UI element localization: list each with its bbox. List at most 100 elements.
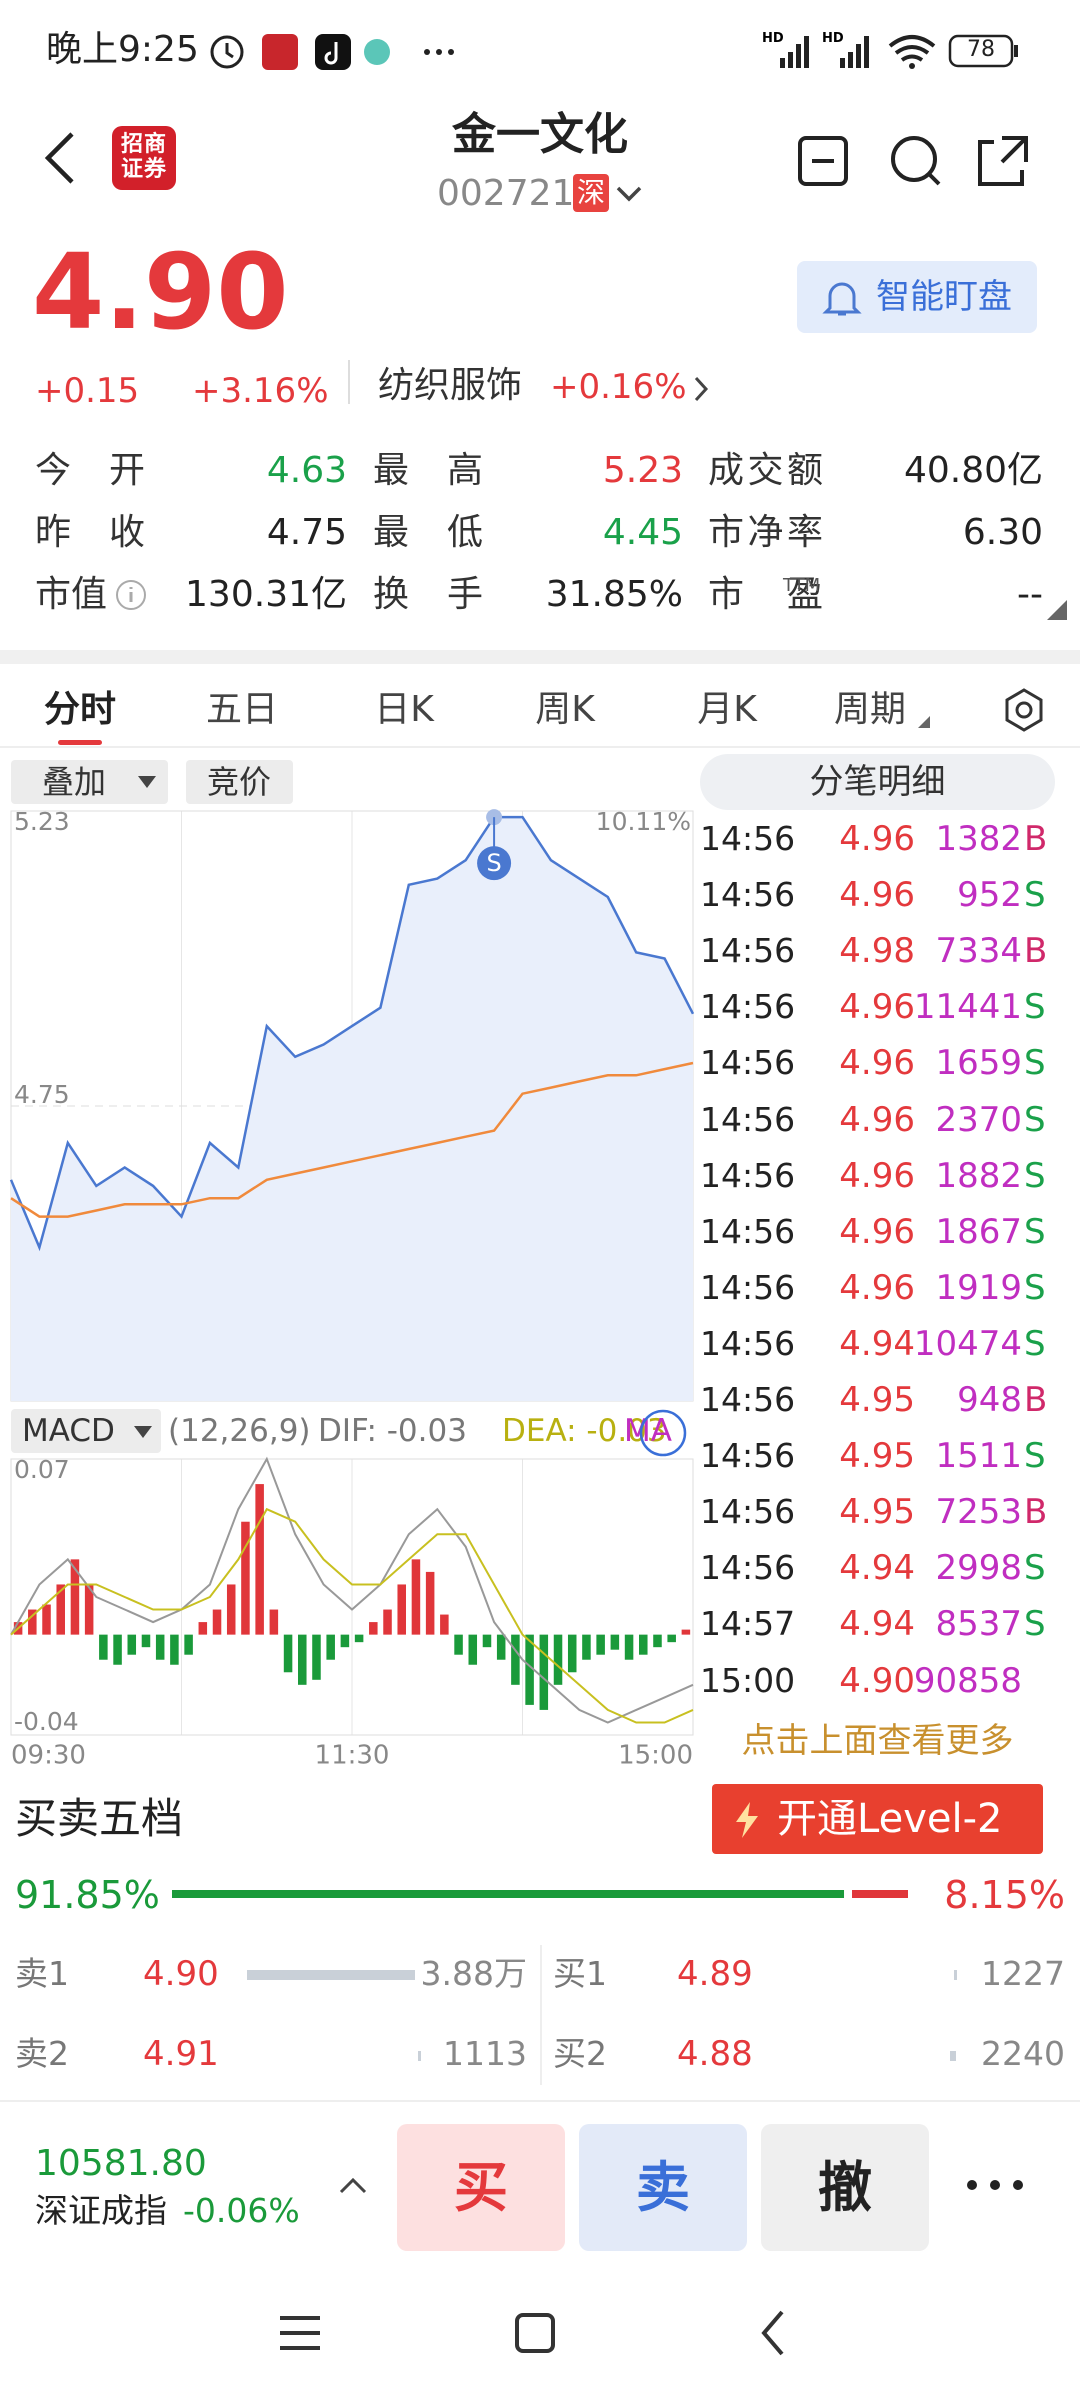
code-dropdown[interactable] <box>612 180 646 208</box>
macd-bar <box>639 1634 648 1655</box>
price-area <box>11 817 693 1401</box>
trade-volume: 2370 <box>935 1099 1022 1140</box>
broker-logo: 招商证券 <box>112 126 176 190</box>
trades-button-bg[interactable] <box>700 754 1055 810</box>
macd-bar <box>255 1484 264 1635</box>
macd-bar <box>340 1634 350 1648</box>
action-button[interactable]: 撤 <box>761 2124 929 2251</box>
x-tick-label: 09:30 <box>11 1741 86 1771</box>
trade-volume: 948 <box>957 1380 1022 1420</box>
volume-bar <box>950 2051 956 2061</box>
sell-ratio-bar <box>852 1890 908 1898</box>
nav-menu[interactable] <box>280 2316 320 2350</box>
chart-tab[interactable]: 周期 <box>833 689 906 730</box>
macd-bar <box>42 1604 51 1635</box>
overlay-chip[interactable]: 叠加 <box>42 763 107 801</box>
action-button[interactable]: 卖 <box>579 2124 747 2251</box>
trade-price: 4.96 <box>839 987 915 1028</box>
macd-bar <box>482 1634 492 1648</box>
trade-side: B <box>1024 1492 1048 1533</box>
price-change-pct: +3.16% <box>192 371 329 411</box>
chart-tab[interactable]: 分时 <box>43 689 116 730</box>
nav-home[interactable] <box>515 2313 555 2353</box>
sell-volume: 1113 <box>443 2034 527 2073</box>
ratio-bar <box>172 1890 908 1898</box>
sell-volume: 3.88万 <box>420 1954 527 1993</box>
macd-bar <box>312 1634 321 1680</box>
indicator-name[interactable]: MACD <box>22 1413 115 1449</box>
trade-volume: 1919 <box>935 1267 1022 1308</box>
trade-volume: 2998 <box>935 1548 1022 1589</box>
macd-bar <box>283 1634 293 1673</box>
y-tick-label: -0.04 <box>14 1707 79 1736</box>
dea-label: DEA: -0.03 <box>502 1413 667 1449</box>
exchange-badge: 深 <box>573 174 609 212</box>
trades-button[interactable]: 分笔明细 <box>809 762 946 802</box>
auction-chip[interactable]: 竞价 <box>207 763 272 801</box>
macd-bar <box>553 1634 563 1685</box>
auction-chip-bg[interactable] <box>186 760 293 804</box>
macd-bar <box>326 1634 335 1660</box>
trade-volume: 1382 <box>935 819 1022 859</box>
trade-volume: 1867 <box>935 1211 1022 1252</box>
overlay-chip-bg[interactable] <box>11 760 168 804</box>
trade-time: 14:56 <box>700 875 796 915</box>
trade-side: S <box>1024 1548 1046 1589</box>
ma-toggle[interactable] <box>638 1408 688 1458</box>
more-trades[interactable]: 点击上面查看更多 <box>741 1721 1014 1761</box>
trade-time: 14:56 <box>700 1492 796 1532</box>
trade-time: 14:56 <box>700 987 796 1027</box>
macd-bar <box>170 1634 179 1665</box>
trade-price: 4.96 <box>839 875 915 916</box>
overlay-arrow <box>138 776 156 788</box>
level2-button[interactable]: 开通Level-2 <box>777 1796 1003 1842</box>
chart-tab[interactable]: 月K <box>697 689 757 730</box>
macd-bar <box>354 1634 364 1643</box>
trade-time: 14:57 <box>700 1604 796 1644</box>
trade-volume: 1659 <box>935 1043 1022 1084</box>
indicator-chip-bg[interactable] <box>11 1409 161 1453</box>
stat-label: 最低 <box>373 512 483 553</box>
status-right-icons: HD HD <box>762 31 1018 69</box>
trade-price: 4.95 <box>839 1380 915 1420</box>
action-button[interactable]: 买 <box>397 2124 565 2251</box>
sector-name[interactable]: 纺织服饰 <box>378 365 523 406</box>
trade-price: 4.96 <box>839 1099 915 1140</box>
ma-label: MA <box>624 1413 672 1449</box>
index-value[interactable]: 10581.80 <box>35 2143 207 2184</box>
trade-time: 14:56 <box>700 1211 796 1251</box>
index-expand[interactable] <box>336 2170 370 2200</box>
macd-bar <box>70 1559 80 1635</box>
stat-value: -- <box>1017 574 1043 615</box>
header-actions[interactable] <box>790 130 1050 194</box>
info-icon[interactable] <box>113 577 149 613</box>
expand-corner[interactable] <box>1045 598 1069 622</box>
index-change: -0.06% <box>183 2191 300 2230</box>
alert-button[interactable]: 智能盯盘 <box>876 277 1012 317</box>
book-divider <box>540 1945 542 2085</box>
sell-ratio: 8.15% <box>944 1873 1065 1917</box>
chart-tab[interactable]: 周K <box>535 689 595 730</box>
settings-icon[interactable] <box>1000 686 1048 734</box>
stock-name: 金一文化 <box>452 109 628 160</box>
trade-side: S <box>1024 875 1046 916</box>
more-menu[interactable] <box>960 2170 1030 2200</box>
stat-value: 40.80亿 <box>903 450 1043 491</box>
stat-label: 市盈 <box>708 574 823 615</box>
alert-button-bg[interactable] <box>797 261 1037 333</box>
sell-price: 4.90 <box>143 1954 219 1994</box>
stock-code: 002721 <box>437 173 575 214</box>
macd-bar <box>198 1622 208 1635</box>
nav-back[interactable] <box>761 2310 784 2356</box>
back-button[interactable] <box>40 128 80 188</box>
sector-arrow[interactable] <box>690 372 714 406</box>
trade-side: B <box>1024 1380 1048 1420</box>
chart-tab[interactable]: 五日 <box>205 689 278 730</box>
chart-tab[interactable]: 日K <box>374 689 434 730</box>
level2-button-bg[interactable] <box>712 1784 1043 1854</box>
stat-label: 今开 <box>35 450 145 491</box>
sell-level: 卖1 <box>15 1954 69 1993</box>
buy-level: 买2 <box>553 2034 607 2073</box>
index-name[interactable]: 深证成指 <box>35 2191 167 2230</box>
